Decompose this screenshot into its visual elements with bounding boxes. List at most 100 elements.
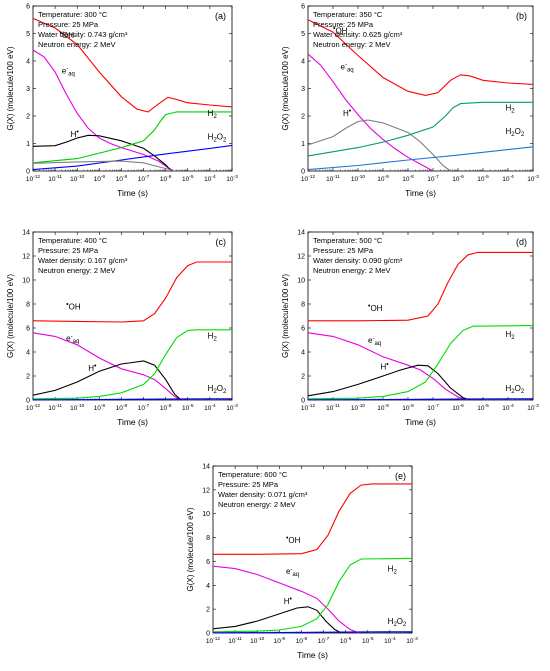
info-line-3: Water density: 0.743 g/cm³ <box>38 30 128 39</box>
panel-label: (e) <box>395 471 406 481</box>
x-tick-label: 10-9 <box>377 403 389 412</box>
series-line-2 <box>212 565 360 634</box>
info-line-1: Temperature: 350 °C <box>313 10 383 19</box>
x-tick-label: 10-6 <box>452 174 464 183</box>
series-line-1 <box>32 17 233 113</box>
chart-panel-1: 10-12 10-11 10-10 10-9 10-8 10-7 10-6 10-5 10-4 1… <box>6 4 238 199</box>
species-label-3: H• <box>71 129 80 139</box>
series-line-2 <box>32 49 175 172</box>
series-line-4 <box>32 329 232 400</box>
x-tick-label: 10-4 <box>502 403 514 412</box>
series-line-5 <box>307 398 533 401</box>
species-label-3: H• <box>88 363 97 373</box>
series-line-3 <box>32 134 173 172</box>
info-line-2: Pressure: 25 MPa <box>38 246 99 255</box>
y-tick-label: 0 <box>26 169 30 176</box>
y-tick-label: 4 <box>26 59 30 66</box>
y-tick-label: 10 <box>202 511 210 518</box>
x-tick-label: 10-9 <box>274 636 286 645</box>
species-label-1: •OH <box>286 535 301 545</box>
x-tick-label: 10-8 <box>402 403 414 412</box>
x-tick-label: 10-7 <box>138 403 150 412</box>
series-line-5 <box>212 631 412 634</box>
x-tick-label: 10-10 <box>351 403 365 412</box>
species-label-5: H2O2 <box>388 617 407 628</box>
series-line-4 <box>32 111 232 164</box>
x-axis-label: Time (s) <box>117 188 148 198</box>
x-tick-label: 10-12 <box>206 636 220 645</box>
x-tick-label: 10-6 <box>452 403 464 412</box>
panel-label: (a) <box>215 11 226 21</box>
species-label-2: e-aq <box>66 334 79 345</box>
chart-panel-3: 10-12 10-11 10-10 10-9 10-8 10-7 10-6 10-5 10-4 1… <box>6 230 238 428</box>
species-label-5: H2O2 <box>506 384 525 395</box>
y-tick-label: 5 <box>26 31 30 38</box>
species-label-4: H2 <box>388 565 398 576</box>
x-tick-label: 10-6 <box>160 403 172 412</box>
x-tick-label: 10-7 <box>427 403 439 412</box>
x-tick-label: 10-11 <box>48 174 62 183</box>
info-line-3: Water density: 0.167 g/cm³ <box>38 256 128 265</box>
species-label-4: H2 <box>506 104 516 115</box>
x-axis-label: Time (s) <box>405 188 436 198</box>
x-tick-label: 10-7 <box>427 174 439 183</box>
y-tick-label: 8 <box>301 302 305 309</box>
y-tick-label: 2 <box>26 374 30 381</box>
series-line-2 <box>307 53 434 172</box>
x-tick-label: 10-8 <box>296 636 308 645</box>
y-tick-label: 12 <box>22 254 30 261</box>
series-line-2 <box>307 332 469 401</box>
species-label-1: •OH <box>368 303 383 313</box>
info-line-2: Pressure: 25 MPa <box>38 20 99 29</box>
x-tick-label: 10-8 <box>116 403 128 412</box>
series-line-6 <box>32 160 175 172</box>
y-tick-label: 14 <box>22 230 30 237</box>
x-tick-label: 10-7 <box>138 174 150 183</box>
info-line-4: Neutron energy: 2 MeV <box>38 266 116 275</box>
series-line-5 <box>32 144 233 171</box>
y-tick-label: 2 <box>206 607 210 614</box>
x-tick-label: 10-10 <box>250 636 264 645</box>
y-tick-label: 0 <box>206 631 210 638</box>
y-tick-label: 10 <box>22 278 30 285</box>
x-tick-label: 10-3 <box>527 174 539 183</box>
y-tick-label: 6 <box>26 4 30 11</box>
x-tick-label: 10-12 <box>301 174 315 183</box>
x-tick-label: 10-10 <box>70 174 84 183</box>
x-tick-label: 10-3 <box>226 403 238 412</box>
y-axis-label: G(X) (molecule/100 eV) <box>186 507 195 591</box>
y-tick-label: 8 <box>26 302 30 309</box>
x-axis-label: Time (s) <box>405 417 436 427</box>
species-label-4: H2 <box>208 109 218 120</box>
x-tick-label: 10-11 <box>228 636 242 645</box>
x-tick-label: 10-4 <box>204 403 216 412</box>
info-line-2: Pressure: 25 MPa <box>218 480 279 489</box>
x-tick-label: 10-9 <box>377 174 389 183</box>
x-tick-label: 10-10 <box>351 174 365 183</box>
y-tick-label: 6 <box>301 4 305 11</box>
x-tick-label: 10-11 <box>326 174 340 183</box>
info-line-2: Pressure: 25 MPa <box>313 20 374 29</box>
x-tick-label: 10-3 <box>406 636 418 645</box>
y-axis-label: G(X) (molecule/100 eV) <box>281 46 290 130</box>
x-tick-label: 10-4 <box>384 636 396 645</box>
x-tick-label: 10-8 <box>116 174 128 183</box>
series-line-3 <box>32 360 182 401</box>
x-tick-label: 10-11 <box>48 403 62 412</box>
x-tick-label: 10-9 <box>94 403 106 412</box>
y-tick-label: 10 <box>297 278 305 285</box>
x-tick-label: 10-5 <box>477 174 489 183</box>
x-tick-label: 10-6 <box>340 636 352 645</box>
series-line-1 <box>32 261 232 323</box>
species-label-2: e-aq <box>368 336 381 347</box>
species-label-4: H2 <box>208 331 218 342</box>
species-label-2: e-aq <box>286 567 299 578</box>
x-tick-label: 10-6 <box>160 174 172 183</box>
x-tick-label: 10-5 <box>362 636 374 645</box>
plot-frame <box>212 465 413 634</box>
series-line-2 <box>32 332 182 401</box>
y-tick-label: 0 <box>301 169 305 176</box>
x-tick-label: 10-3 <box>527 403 539 412</box>
info-line-3: Water density: 0.625 g/cm³ <box>313 30 403 39</box>
